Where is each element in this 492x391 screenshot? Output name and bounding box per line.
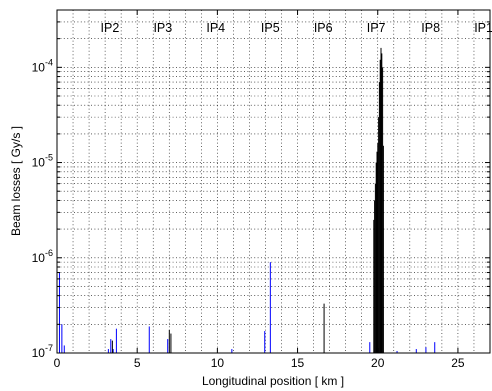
loss-bar [374, 200, 376, 353]
y-tick-label: 10-4 [32, 57, 53, 74]
y-tick-label: 10-6 [32, 248, 53, 265]
loss-bar [375, 162, 377, 353]
x-tick-label: 5 [134, 356, 141, 370]
data-bars [58, 47, 436, 354]
y-tick-labels: 10-7 10-6 10-5 10-4 [32, 57, 53, 360]
loss-bar [170, 333, 172, 353]
y-tick-label: 10-5 [32, 153, 53, 170]
loss-bar [381, 53, 383, 353]
loss-bar [376, 151, 378, 353]
loss-bar [111, 340, 113, 353]
loss-bar [396, 350, 398, 353]
ip-label: IP4 [206, 21, 225, 35]
loss-bar [373, 219, 375, 353]
loss-bar [115, 328, 117, 353]
ip-label: IP1 [474, 21, 492, 35]
grid-lines [57, 10, 490, 353]
ip-label: IP2 [101, 21, 120, 35]
loss-bar [323, 303, 325, 353]
loss-bar [269, 262, 271, 353]
loss-bar [107, 349, 109, 353]
x-tick-label: 15 [291, 356, 305, 370]
loss-bar [168, 329, 170, 353]
ip-label: IP8 [421, 21, 440, 35]
ip-label: IP6 [314, 21, 333, 35]
loss-bar [380, 47, 382, 353]
loss-bar [374, 183, 376, 353]
plot-frame [56, 9, 491, 354]
loss-bar [231, 349, 233, 353]
loss-bar [369, 342, 371, 353]
loss-bar [434, 342, 436, 353]
x-tick-label: 0 [54, 356, 61, 370]
ip-annotations: IP2 IP3 IP4 IP5 IP6 IP7 IP8 IP1 [101, 21, 492, 35]
loss-bar [382, 145, 384, 353]
loss-bar [61, 324, 63, 353]
ip-label: IP3 [153, 21, 172, 35]
x-axis-title: Longitudinal position [ km ] [202, 374, 344, 388]
x-tick-labels: 0 5 10 15 20 25 [54, 356, 465, 370]
loss-bar [264, 331, 266, 353]
loss-bar [378, 117, 380, 354]
ip-label: IP7 [367, 21, 386, 35]
loss-bar [425, 347, 427, 353]
loss-bar [382, 67, 384, 353]
ip-label: IP5 [261, 21, 280, 35]
loss-bar [63, 345, 65, 353]
y-axis-title: Beam losses [ Gy/s ] [9, 126, 23, 236]
x-tick-label: 20 [371, 356, 385, 370]
x-tick-label: 25 [451, 356, 465, 370]
loss-bar [110, 339, 112, 353]
loss-bar [415, 349, 417, 353]
axis-ticks [56, 10, 490, 354]
loss-bar [58, 272, 60, 353]
x-tick-label: 10 [211, 356, 225, 370]
loss-bar [148, 326, 150, 353]
loss-bar [167, 339, 169, 353]
loss-bar [379, 59, 381, 354]
y-tick-label: 10-7 [32, 343, 53, 360]
loss-bar [112, 349, 114, 353]
loss-bar [377, 143, 379, 353]
loss-bar [378, 82, 380, 353]
